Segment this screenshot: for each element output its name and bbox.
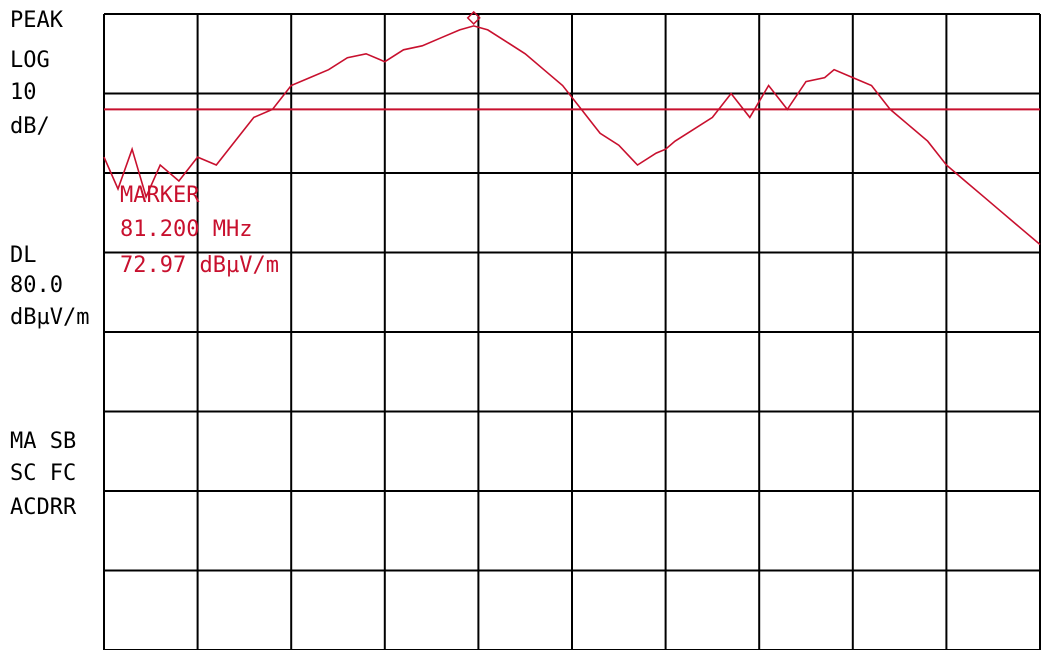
- marker-frequency: 81.200 MHz: [120, 217, 252, 242]
- marker-title: MARKER: [120, 183, 200, 208]
- scale-type-label: LOG: [10, 48, 50, 73]
- graticule: [103, 13, 1041, 650]
- scale-unit-label: dB/: [10, 114, 50, 139]
- marker-diamond-icon: [466, 10, 481, 25]
- display-line-unit: dBµV/m: [10, 305, 89, 330]
- detector-label: PEAK: [10, 8, 64, 33]
- display-line-label: DL: [10, 243, 37, 268]
- annotation-sc-fc: SC FC: [10, 461, 76, 486]
- annotation-acdrr: ACDRR: [10, 495, 77, 520]
- trace-line: [103, 25, 1041, 246]
- annotation-ma-sb: MA SB: [10, 429, 76, 454]
- display-line-value: 80.0: [10, 273, 63, 298]
- scale-value-label: 10: [10, 80, 37, 105]
- marker-amplitude: 72.97 dBµV/m: [120, 253, 279, 278]
